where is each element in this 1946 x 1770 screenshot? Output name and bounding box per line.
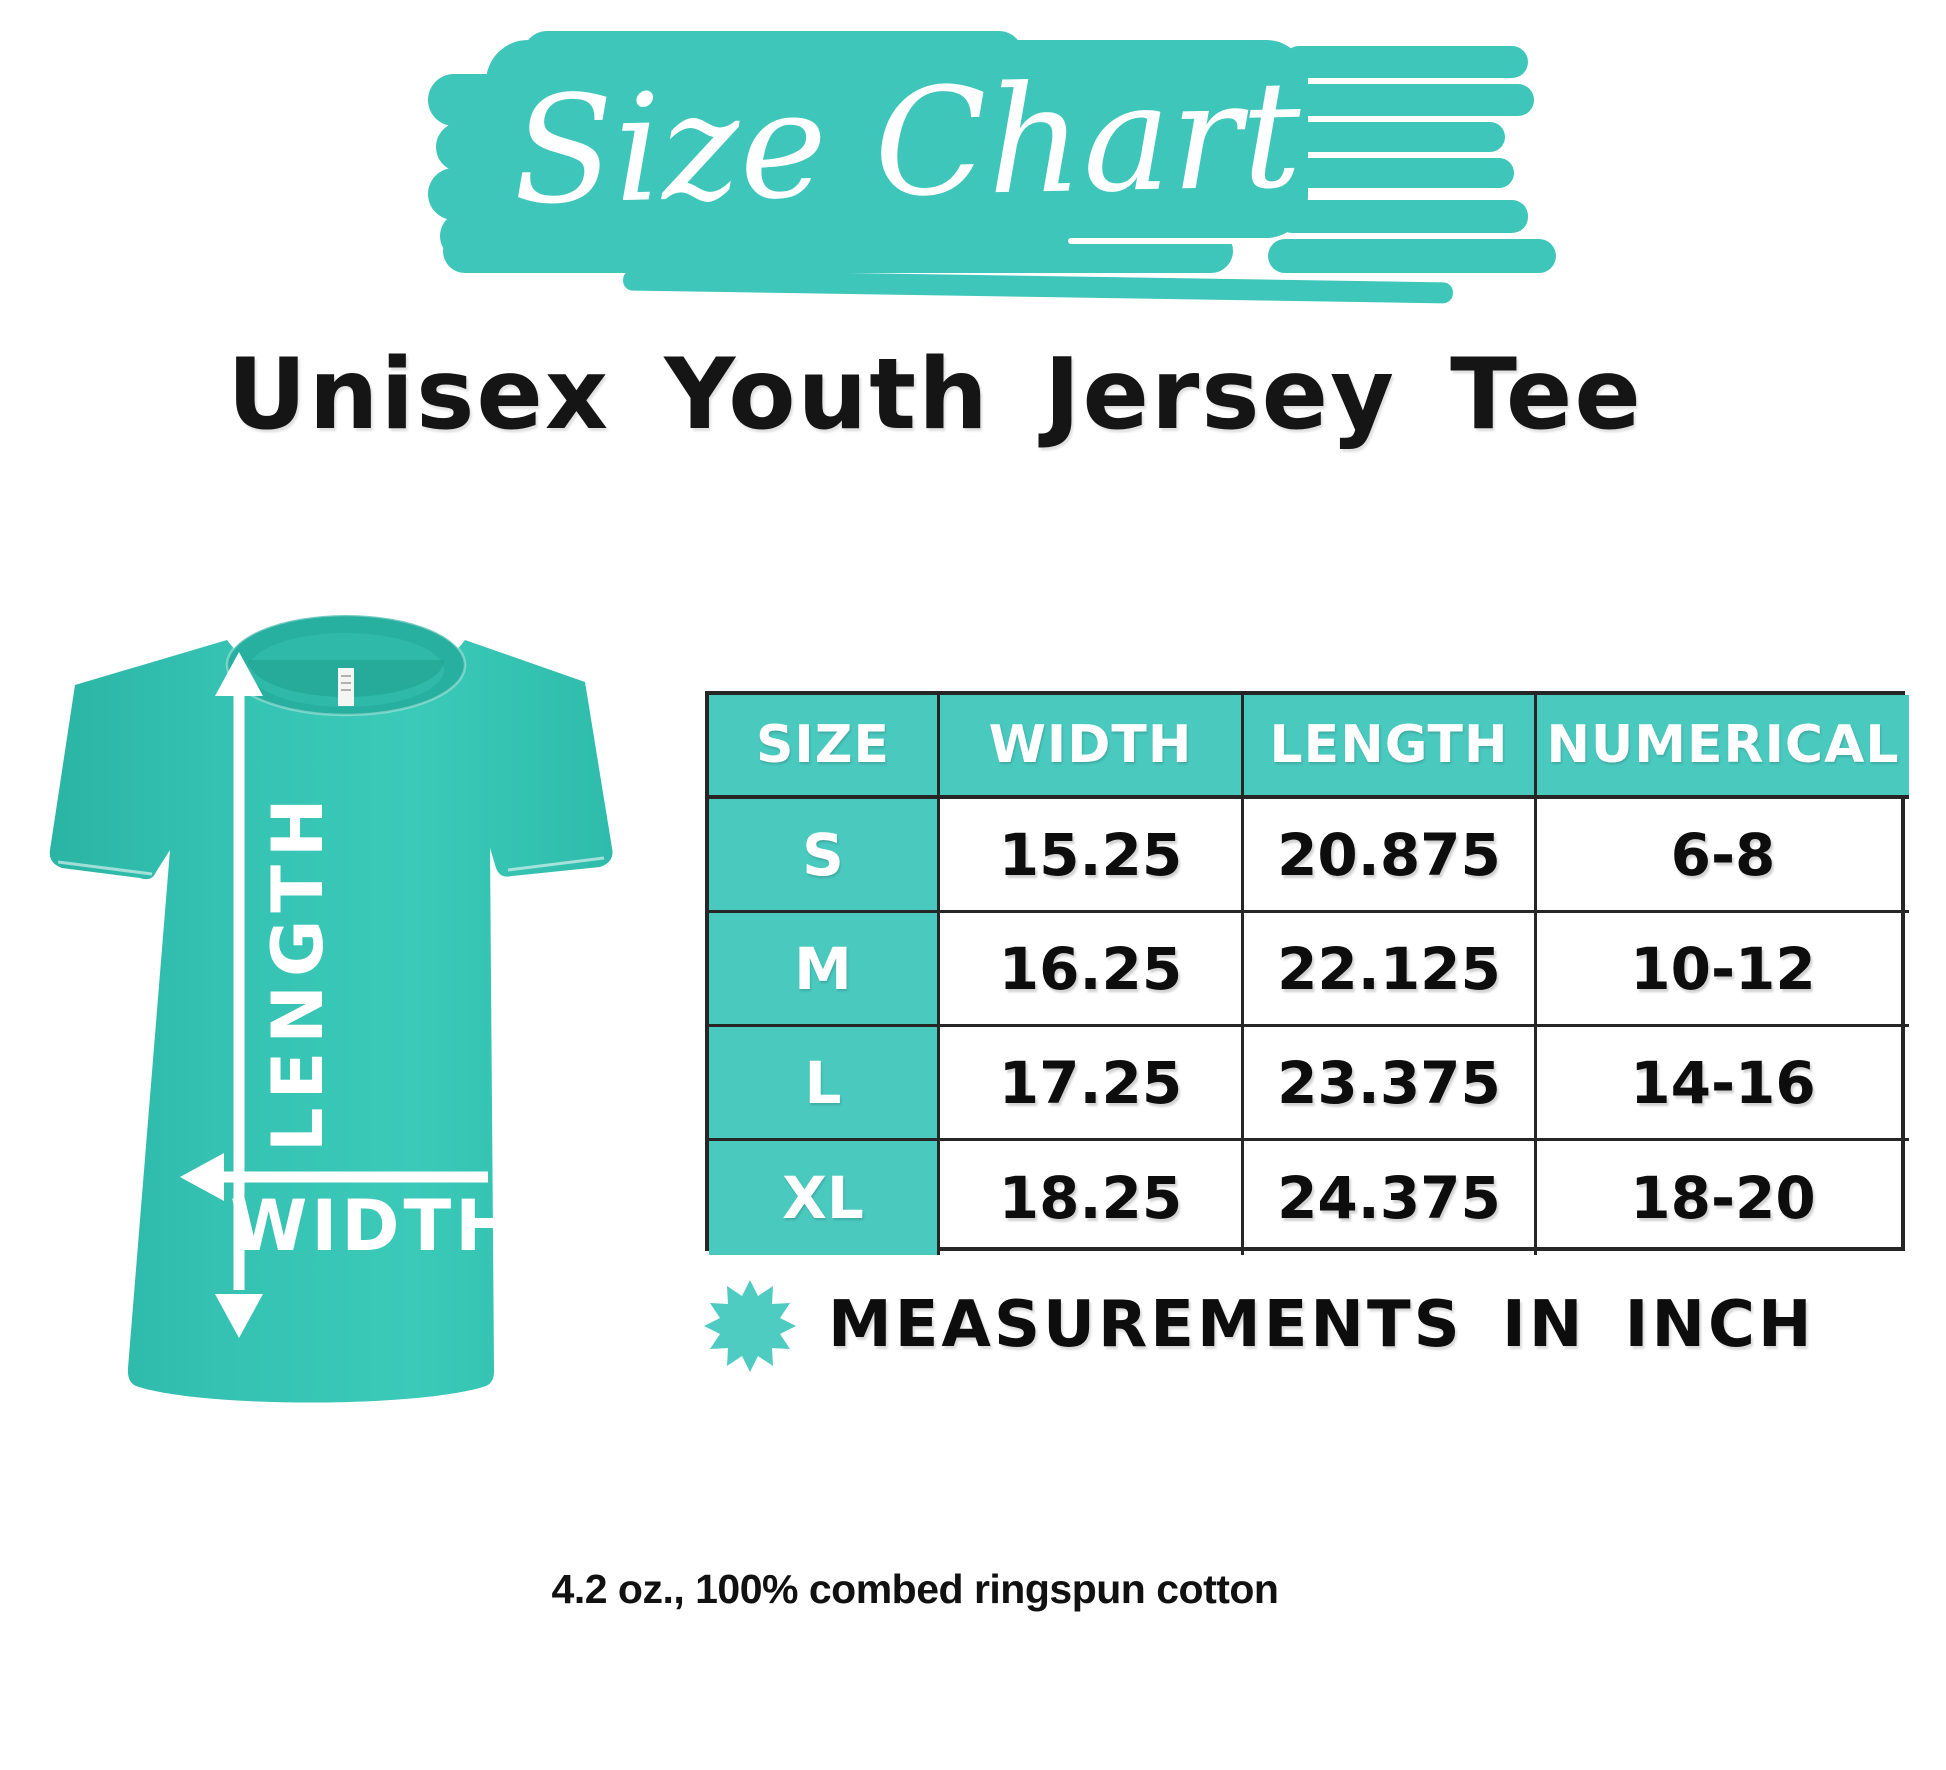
row-xl-size: XL (709, 1141, 940, 1255)
row-m-size: M (709, 913, 940, 1027)
row-l-width: 17.25 (940, 1027, 1244, 1141)
row-l-length: 23.375 (1244, 1027, 1537, 1141)
row-l-size: L (709, 1027, 940, 1141)
banner-brush-stroke: Size Chart (428, 31, 1556, 304)
width-arrow-icon (180, 1153, 540, 1201)
row-m-numerical: 10-12 (1537, 913, 1909, 1027)
banner-slit-details (1068, 78, 1508, 244)
col-header-numerical: NUMERICAL (1537, 695, 1909, 799)
row-s-length: 20.875 (1244, 799, 1537, 913)
fabric-description: 4.2 oz., 100% combed ringspun cotton (551, 1566, 1279, 1612)
tshirt-collar (225, 613, 467, 717)
width-label: WIDTH (230, 1185, 518, 1267)
tshirt-diagram: LENGTH WIDTH (49, 613, 613, 1403)
row-l-numerical: 14-16 (1537, 1027, 1909, 1141)
page-title: Unisex Youth Jersey Tee (227, 338, 1643, 452)
length-label: LENGTH (257, 790, 339, 1152)
row-s-size: S (709, 799, 940, 913)
row-s-numerical: 6-8 (1537, 799, 1909, 913)
banner-title: Size Chart (511, 49, 1303, 237)
size-table: SIZE WIDTH LENGTH NUMERICAL S 15.25 20.8… (705, 691, 1909, 1255)
measurements-note: MEASUREMENTS IN INCH (828, 1288, 1815, 1362)
row-xl-numerical: 18-20 (1630, 1164, 1816, 1232)
tshirt-body (49, 640, 613, 1403)
starburst-icon (704, 1280, 796, 1372)
col-header-length: LENGTH (1244, 695, 1537, 799)
row-m-length: 22.125 (1244, 913, 1537, 1027)
collar-label (338, 668, 354, 706)
row-m-width: 16.25 (940, 913, 1244, 1027)
sleeve-seams (57, 856, 605, 876)
row-xl-length: 24.375 (1244, 1141, 1537, 1255)
row-xl-width: 18.25 (940, 1141, 1244, 1255)
length-arrow-icon (215, 652, 263, 1338)
col-header-width: WIDTH (940, 695, 1244, 799)
col-header-size: SIZE (709, 695, 940, 799)
row-s-width: 15.25 (940, 799, 1244, 913)
